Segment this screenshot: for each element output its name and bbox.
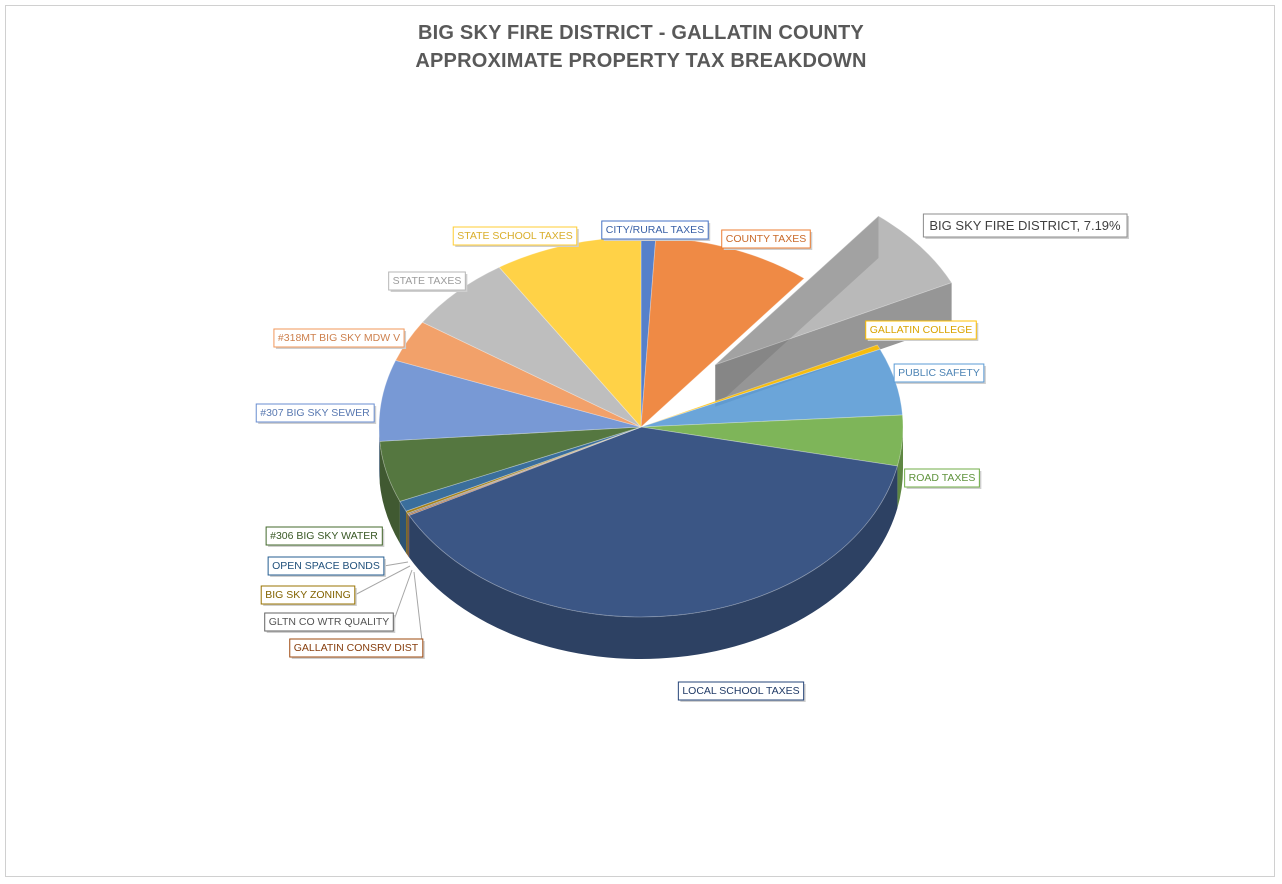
label-road-taxes: ROAD TAXES (909, 472, 976, 484)
label-box-county-taxes (721, 229, 811, 249)
label-state-taxes: STATE TAXES (393, 275, 462, 287)
label-box-306-big-sky-water (265, 526, 383, 546)
chart-subtitle: APPROXIMATE PROPERTY TAX BREAKDOWN (415, 50, 867, 72)
leader-open-space-bonds (383, 561, 409, 567)
leader-big-sky-zoning (354, 565, 411, 596)
label-gallatin-college: GALLATIN COLLEGE (870, 324, 973, 336)
pie-tops (378, 215, 953, 618)
slice-side-gallatin-consrv-dist (408, 514, 410, 558)
slice-local-school-taxes[interactable] (408, 426, 898, 618)
label-gltn-co-wtr-quality: GLTN CO WTR QUALITY (269, 616, 390, 628)
slice-gltn-co-wtr-quality[interactable] (406, 426, 642, 515)
label-open-space-bonds: OPEN SPACE BONDS (272, 560, 380, 572)
label-state-school-taxes: STATE SCHOOL TAXES (457, 230, 573, 242)
label-box-big-sky-fire-district (922, 213, 1128, 238)
slice-side-306-big-sky-water (379, 441, 400, 544)
slice-side-road-taxes (897, 427, 903, 509)
label-box-gallatin-consrv-dist (289, 638, 424, 658)
label-big-sky-zoning: BIG SKY ZONING (265, 589, 351, 601)
slice-open-space-bonds[interactable] (399, 426, 642, 512)
label-box-public-safety (893, 363, 985, 383)
label-box-307-big-sky-sewer (255, 403, 375, 423)
label-local-school-taxes: LOCAL SCHOOL TAXES (682, 685, 799, 697)
slice-side-gltn-co-wtr-quality (407, 513, 409, 557)
label-box-state-school-taxes (452, 226, 578, 246)
label-box-gallatin-college (865, 320, 977, 340)
slice-side-local-school-taxes (409, 466, 898, 660)
slice-road-taxes[interactable] (640, 414, 904, 467)
leader-gltn-co-wtr-quality (392, 569, 413, 623)
label-box-state-taxes (388, 271, 466, 291)
label-box-gltn-co-wtr-quality (264, 612, 394, 632)
label-box-city-rural-taxes (601, 220, 709, 240)
label-public-safety: PUBLIC SAFETY (898, 367, 980, 379)
label-318mt-big-sky-mdw-v: #318MT BIG SKY MDW V (278, 332, 400, 344)
slice-side-big-sky-zoning (406, 511, 408, 556)
label-box-road-taxes (904, 468, 980, 488)
label-box-local-school-taxes (677, 681, 805, 701)
slice-big-sky-fire-district[interactable] (715, 215, 953, 366)
chart-title: BIG SKY FIRE DISTRICT - GALLATIN COUNTY (418, 22, 864, 44)
label-307-big-sky-sewer: #307 BIG SKY SEWER (260, 407, 370, 419)
slice-cut-big-sky-fire-district (715, 282, 952, 407)
label-big-sky-fire-district: BIG SKY FIRE DISTRICT, 7.19% (929, 218, 1121, 233)
label-box-318mt-big-sky-mdw-v (273, 328, 405, 348)
label-box-big-sky-zoning (260, 585, 356, 605)
label-gallatin-consrv-dist: GALLATIN CONSRV DIST (294, 642, 419, 654)
label-city-rural-taxes: CITY/RURAL TAXES (606, 224, 704, 236)
slice-side-307-big-sky-sewer (379, 427, 380, 484)
slice-gallatin-consrv-dist[interactable] (407, 426, 642, 516)
slice-big-sky-zoning[interactable] (405, 426, 642, 514)
slice-side-open-space-bonds (399, 501, 407, 554)
slice-labels: CITY/RURAL TAXES COUNTY TAXES BIG SKY FIRE… (255, 213, 1130, 702)
label-box-open-space-bonds (267, 556, 385, 576)
label-306-big-sky-water: #306 BIG SKY WATER (270, 530, 378, 542)
slice-gallatin-college[interactable] (640, 344, 881, 428)
slice-307-big-sky-sewer[interactable] (378, 359, 642, 442)
leader-lines (354, 561, 424, 649)
slice-306-big-sky-water[interactable] (379, 426, 642, 502)
label-county-taxes: COUNTY TAXES (726, 233, 807, 245)
leader-gallatin-consrv-dist (413, 571, 424, 649)
slice-318mt-big-sky-mdw-v[interactable] (395, 321, 642, 428)
